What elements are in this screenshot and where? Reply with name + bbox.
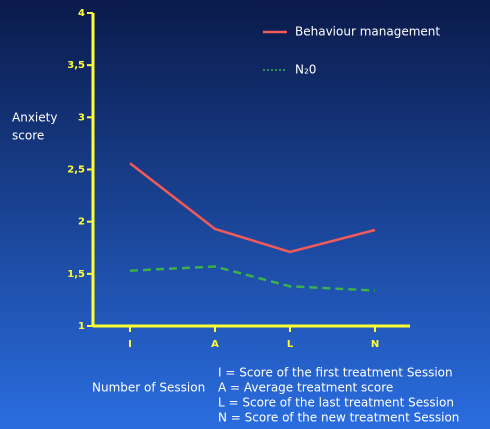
legend-label: Behaviour management — [295, 25, 440, 39]
y-tick-label: 2 — [78, 217, 85, 228]
annotation: I = Score of the first treatment Session — [218, 366, 453, 380]
annotation: N = Score of the new treatment Session — [218, 411, 459, 425]
legend-label: N₂0 — [295, 63, 316, 77]
series-line — [129, 265, 376, 292]
y-tick-label: 1 — [78, 321, 85, 332]
x-tick-label: N — [371, 339, 379, 350]
y-tick-label: 3,5 — [67, 60, 85, 71]
x-tick-label: A — [211, 339, 219, 350]
y-tick-label: 1,5 — [67, 269, 85, 280]
y-axis-label: Anxiety — [12, 111, 57, 125]
y-axis-label: score — [12, 129, 44, 143]
annotation: A = Average treatment score — [218, 381, 393, 395]
x-tick-label: I — [128, 339, 132, 350]
y-tick-label: 2,5 — [67, 165, 85, 176]
y-tick-label: 4 — [78, 8, 85, 19]
y-tick-label: 3 — [78, 112, 85, 123]
x-axis-label: Number of Session — [92, 381, 205, 395]
series-line — [129, 162, 376, 254]
annotation: L = Score of the last treatment Session — [218, 396, 454, 410]
x-tick-label: L — [287, 339, 294, 350]
